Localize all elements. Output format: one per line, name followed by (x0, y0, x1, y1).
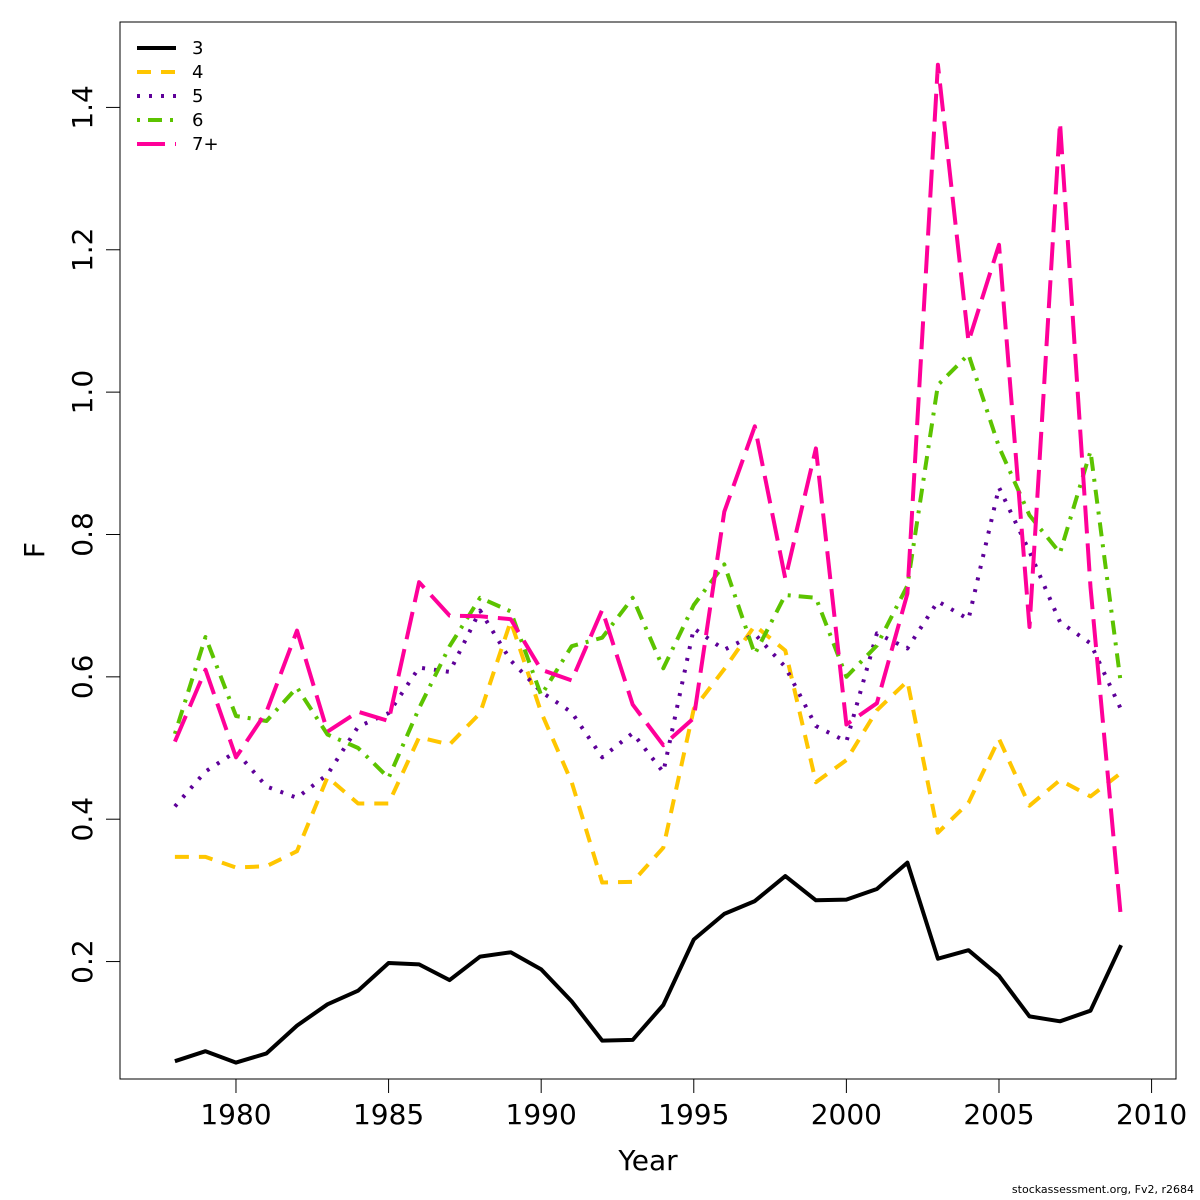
series-line-2 (173, 485, 1123, 808)
x-tick-label: 2000 (811, 1098, 882, 1131)
legend-label: 7+ (192, 134, 219, 155)
y-tick-label: 0.4 (66, 797, 99, 842)
x-axis: 1980 1985 1990 1995 2000 2005 2010 (200, 1078, 1187, 1131)
x-tick-label: 1995 (658, 1098, 729, 1131)
plot-frame (119, 21, 1177, 1080)
y-tick-label: 1.4 (66, 85, 99, 130)
y-tick-label: 1.0 (66, 370, 99, 415)
legend: 3 4 5 6 7+ (137, 38, 219, 155)
x-axis-label: Year (617, 1144, 678, 1177)
footer-credit: stockassessment.org, Fv2, r2684 (1011, 1183, 1194, 1196)
y-tick-label: 0.6 (66, 655, 99, 700)
x-tick-label: 1980 (200, 1098, 271, 1131)
y-axis-label: F (18, 542, 51, 558)
series-lines (172, 62, 1124, 1065)
y-axis: 0.2 0.4 0.6 0.8 1.0 1.2 1.4 (66, 85, 121, 984)
x-tick-label: 2005 (963, 1098, 1034, 1131)
x-tick-label: 1990 (506, 1098, 577, 1131)
series-line-4 (173, 62, 1124, 920)
legend-label: 6 (192, 110, 203, 131)
x-tick-label: 2010 (1116, 1098, 1187, 1131)
y-tick-label: 0.8 (66, 512, 99, 557)
legend-label: 4 (192, 62, 203, 83)
series-line-1 (174, 619, 1123, 885)
series-line-0 (174, 860, 1123, 1065)
series-line-3 (172, 352, 1124, 780)
x-tick-label: 1985 (353, 1098, 424, 1131)
legend-label: 5 (192, 86, 203, 107)
y-tick-label: 1.2 (66, 228, 99, 273)
y-tick-label: 0.2 (66, 939, 99, 984)
legend-label: 3 (192, 38, 203, 59)
